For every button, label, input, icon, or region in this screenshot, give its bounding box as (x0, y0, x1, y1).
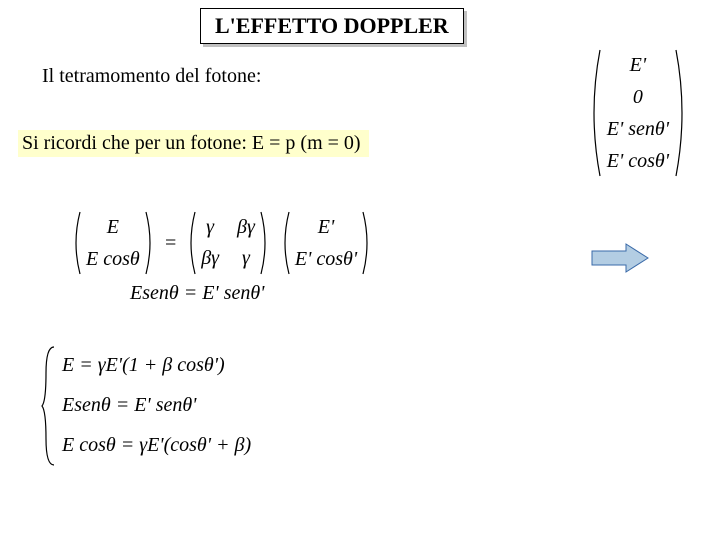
left-paren-icon (70, 210, 82, 276)
right-paren-icon (144, 210, 156, 276)
right-paren-icon (674, 48, 690, 178)
right-paren-icon (361, 210, 373, 276)
eq-cell: γ (201, 216, 219, 239)
result-line: E cosθ = γE'(cosθ' + β) (62, 425, 251, 465)
arrow-icon (590, 240, 650, 276)
page-title: L'EFFETTO DOPPLER (200, 8, 464, 44)
eq-cell: E' (295, 211, 357, 243)
eq-cell: γ (237, 247, 255, 270)
eq-cell: E cosθ (86, 243, 140, 275)
vec-row: 0 (607, 81, 669, 113)
eq-cell: βγ (237, 216, 255, 239)
four-vector: E' 0 E' senθ' E' cosθ' (586, 48, 690, 178)
vec-row: E' cosθ' (607, 145, 669, 177)
eq-cell: E (86, 211, 140, 243)
left-paren-icon (586, 48, 602, 178)
equals-sign: = (164, 232, 178, 255)
eq-cell: βγ (201, 247, 219, 270)
vec-row: E' senθ' (607, 113, 669, 145)
matrix-equation: E E cosθ = γ βγ βγ γ E' E' cosθ' Esenθ = (70, 210, 373, 305)
left-paren-icon (279, 210, 291, 276)
right-paren-icon (259, 210, 271, 276)
result-line: E = γE'(1 + β cosθ') (62, 345, 251, 385)
vec-row: E' (607, 49, 669, 81)
intro-text: Il tetramomento del fotone: (42, 65, 261, 88)
result-line: Esenθ = E' senθ' (62, 385, 251, 425)
reminder-text: Si ricordi che per un fotone: E = p (m =… (18, 130, 369, 157)
left-brace-icon (40, 345, 58, 467)
left-paren-icon (185, 210, 197, 276)
eq-subline: Esenθ = E' senθ' (70, 282, 373, 305)
result-system: E = γE'(1 + β cosθ') Esenθ = E' senθ' E … (40, 345, 251, 465)
eq-cell: E' cosθ' (295, 243, 357, 275)
